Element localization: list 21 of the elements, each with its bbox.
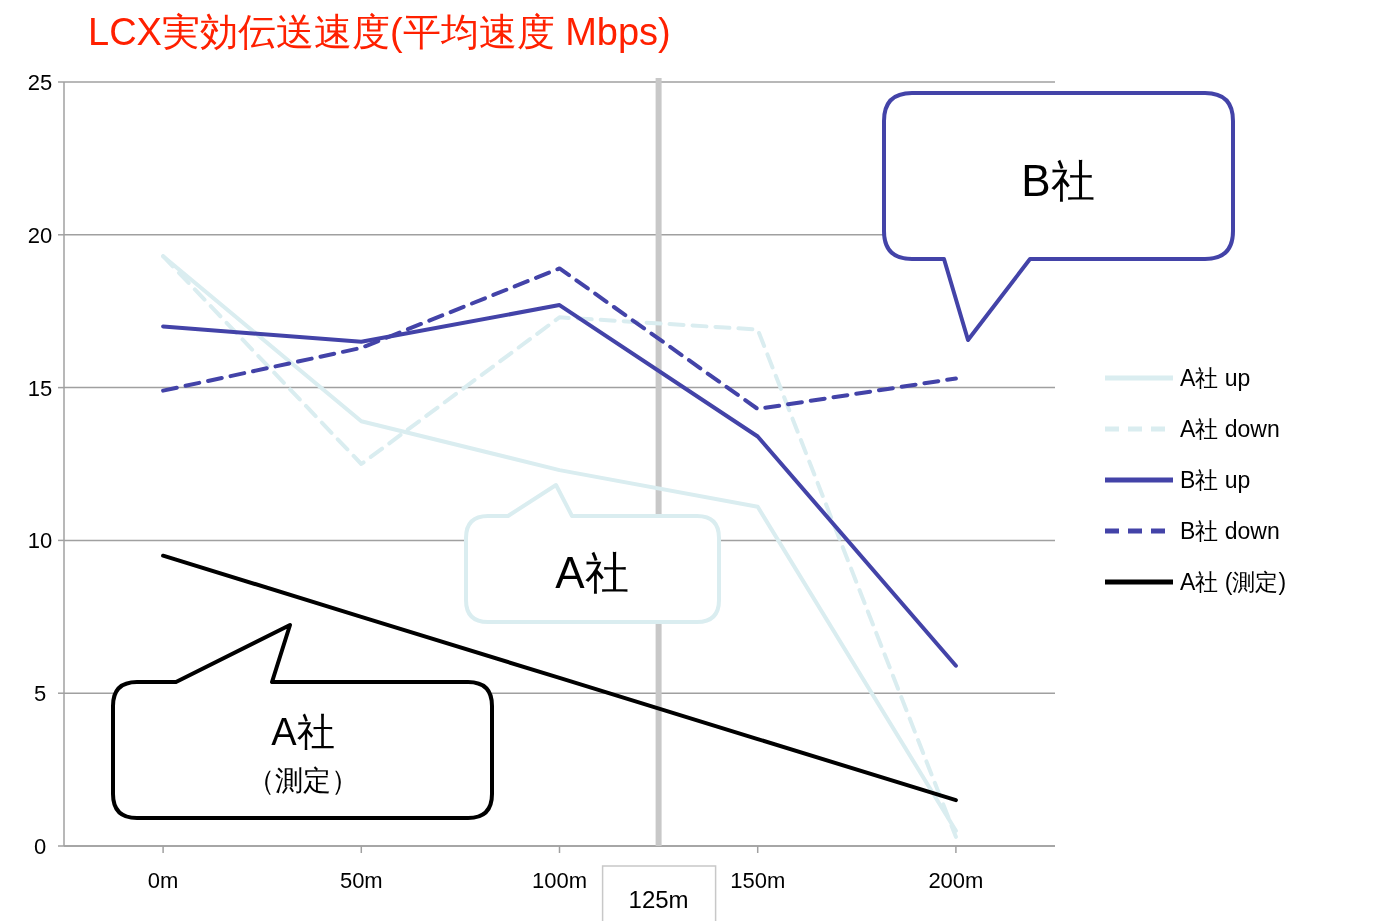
legend-label: A社 up [1180,365,1251,391]
y-tick-label: 5 [33,681,47,707]
x-tick-label: 50m [339,868,383,893]
annotation: A社 [271,711,335,753]
ref-line-label: 125m [628,886,689,913]
y-tick-label: 0 [33,834,47,859]
legend-label: A社 (測定) [1180,569,1287,595]
legend-label: A社 down [1180,416,1280,442]
x-tick-label: 0m [147,868,179,893]
y-tick-label: 10 [27,528,53,554]
legend-label: B社 up [1180,467,1251,493]
y-tick-label: 15 [27,375,53,401]
y-tick-label: 20 [27,222,53,248]
x-tick-label: 150m [730,868,786,893]
x-tick-label: 100m [531,868,588,893]
annotation: （測定） [247,765,359,796]
y-tick-label: 25 [27,70,53,95]
x-tick-label: 200m [928,868,984,893]
legend-label: B社 down [1180,518,1280,544]
annotation: B社 [1021,156,1095,205]
chart-title: LCX実効伝送速度(平均速度 Mbps) [88,11,671,53]
